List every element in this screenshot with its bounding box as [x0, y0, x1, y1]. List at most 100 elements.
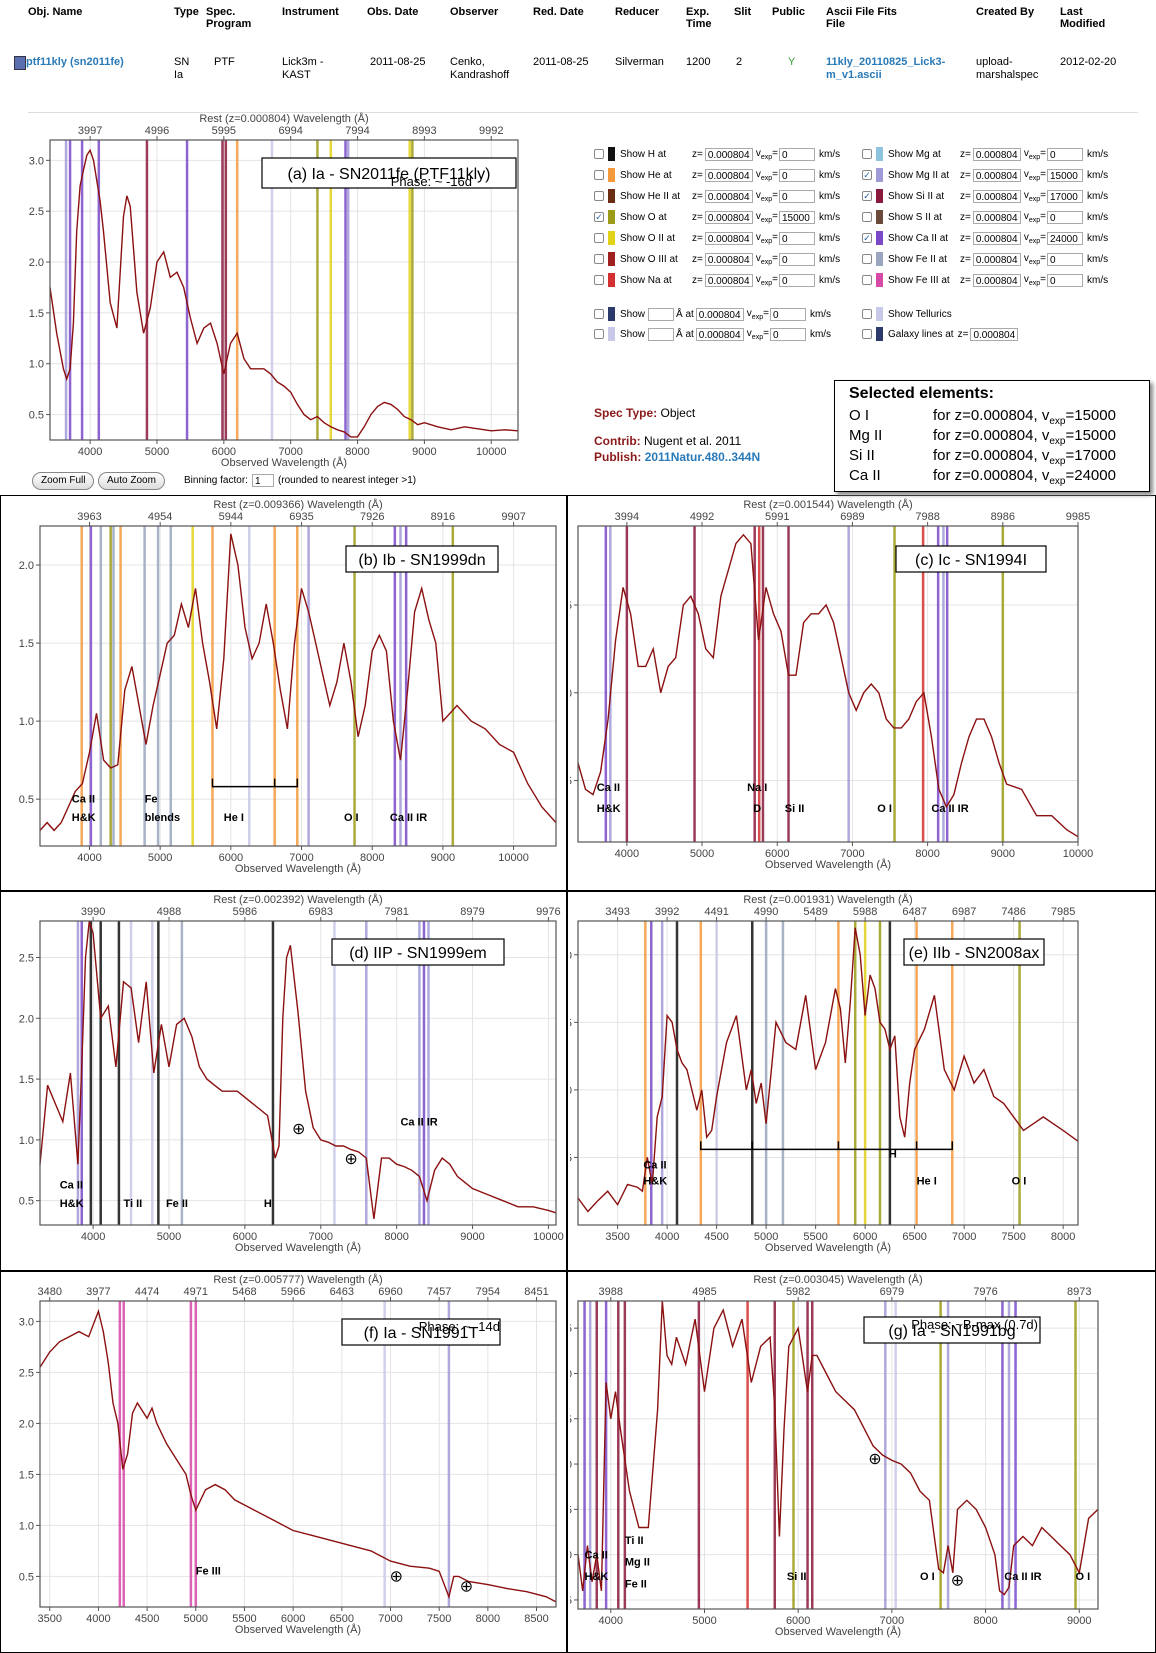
custom-wavelength-input[interactable] [648, 327, 674, 341]
custom-wavelength-input[interactable] [648, 307, 674, 321]
velocity-input[interactable]: 15000 [1046, 168, 1083, 182]
redshift-input[interactable]: 0.000804 [704, 231, 753, 245]
galaxy-checkbox[interactable] [862, 329, 872, 339]
col-observer[interactable]: Observer [450, 6, 499, 18]
galaxy-redshift-input[interactable]: 0.000804 [970, 327, 1019, 341]
col-ascii-file[interactable]: Ascii File Fits File [826, 6, 897, 30]
toggle-checkbox[interactable] [594, 275, 604, 285]
col-instrument[interactable]: Instrument [282, 6, 339, 18]
line-toggle-row: ✓ Show Mg II at z= 0.000804 vexp= 15000 km/s [862, 166, 1108, 184]
toggle-label: Show Mg at [888, 148, 941, 160]
color-swatch [876, 210, 883, 224]
velocity-input[interactable]: 0 [778, 252, 815, 266]
tellurics-checkbox[interactable] [862, 309, 872, 319]
velocity-input[interactable]: 0 [1046, 273, 1083, 287]
top-tick-label: 4990 [754, 906, 778, 918]
toggle-checkbox[interactable] [594, 254, 604, 264]
publish-link[interactable]: 2011Natur.480..344N [644, 450, 761, 464]
toggle-checkbox[interactable] [594, 233, 604, 243]
toggle-checkbox[interactable] [862, 254, 872, 264]
auto-zoom-button[interactable]: Auto Zoom [98, 472, 165, 490]
col-spec-program[interactable]: Spec. Program [206, 6, 252, 30]
toggle-checkbox[interactable] [862, 275, 872, 285]
toggle-checkbox[interactable] [862, 212, 872, 222]
zoom-full-button[interactable]: Zoom Full [32, 472, 95, 490]
unit-label: km/s [1086, 253, 1109, 265]
toggle-checkbox[interactable]: ✓ [862, 170, 872, 180]
col-public[interactable]: Public [772, 6, 806, 18]
toggle-checkbox[interactable]: ✓ [862, 233, 872, 243]
selected-element-name: O I [849, 407, 870, 424]
color-swatch [608, 273, 615, 287]
col-last-modified[interactable]: Last Modified [1060, 6, 1106, 30]
spectrum-icon[interactable] [14, 56, 26, 70]
toggle-checkbox[interactable] [862, 149, 872, 159]
v-label: vexp= [755, 189, 778, 203]
redshift-input[interactable]: 0.000804 [972, 252, 1021, 266]
redshift-input[interactable]: 0.000804 [704, 168, 753, 182]
col-created-by[interactable]: Created By [976, 6, 1035, 18]
redshift-input[interactable]: 0.000804 [704, 147, 753, 161]
velocity-input[interactable]: 0 [769, 327, 806, 341]
velocity-input[interactable]: 0 [778, 273, 815, 287]
obj-name-link[interactable]: ptf11kly (sn2011fe) [26, 56, 124, 68]
col-reducer[interactable]: Reducer [615, 6, 660, 18]
spectrum-plot-a[interactable]: 4000 5000 6000 7000 8000 9000 10000 0.5 1.0 1.5 2.… [0, 112, 552, 472]
velocity-input[interactable]: 0 [778, 189, 815, 203]
redshift-input[interactable]: 0.000804 [704, 210, 753, 224]
phase-note: Phase: ~B-max (0.7d) [911, 1317, 1038, 1332]
velocity-input[interactable]: 15000 [778, 210, 815, 224]
spectrum-plot-g: 4000 5000 6000 7000 8000 9000 0.25 0.50 0.75 1.00… [570, 1273, 1099, 1638]
toggle-checkbox[interactable]: ✓ [862, 191, 872, 201]
col-red-date[interactable]: Red. Date [533, 6, 584, 18]
redshift-input[interactable]: 0.000804 [972, 273, 1021, 287]
redshift-input[interactable]: 0.000804 [704, 252, 753, 266]
redshift-input[interactable]: 0.000804 [972, 210, 1021, 224]
binning-input[interactable]: 1 [251, 474, 274, 487]
x-tick-label: 5500 [232, 1613, 256, 1625]
toggle-checkbox[interactable] [594, 329, 604, 339]
toggle-checkbox[interactable] [594, 191, 604, 201]
color-swatch [876, 273, 883, 287]
x-tick-label: 8000 [384, 1231, 408, 1243]
ascii-file-link[interactable]: 11kly_20110825_Lick3-m_v1.ascii [826, 56, 946, 81]
velocity-input[interactable]: 0 [1046, 252, 1083, 266]
line-toggle-row: Show Na at z= 0.000804 vexp= 0 km/s [594, 271, 840, 289]
toggle-label: Show S II at [888, 211, 942, 223]
x-tick-label: 6000 [281, 1613, 305, 1625]
redshift-input[interactable]: 0.000804 [972, 231, 1021, 245]
velocity-input[interactable]: 24000 [1046, 231, 1083, 245]
velocity-input[interactable]: 0 [1046, 210, 1083, 224]
redshift-input[interactable]: 0.000804 [695, 327, 744, 341]
cell-spec-program: PTF [214, 56, 235, 68]
redshift-input[interactable]: 0.000804 [972, 189, 1021, 203]
redshift-input[interactable]: 0.000804 [704, 189, 753, 203]
col-exp-time[interactable]: Exp. Time [686, 6, 712, 30]
top-tick-label: 5991 [765, 511, 789, 523]
line-label: H [889, 1148, 897, 1160]
col-slit[interactable]: Slit [734, 6, 752, 18]
velocity-input[interactable]: 0 [769, 307, 806, 321]
toggle-checkbox[interactable]: ✓ [594, 212, 604, 222]
velocity-input[interactable]: 0 [1046, 147, 1083, 161]
toggle-checkbox[interactable] [594, 149, 604, 159]
redshift-input[interactable]: 0.000804 [972, 168, 1021, 182]
redshift-input[interactable]: 0.000804 [695, 307, 744, 321]
velocity-input[interactable]: 0 [778, 231, 815, 245]
velocity-input[interactable]: 17000 [1046, 189, 1083, 203]
velocity-input[interactable]: 0 [778, 168, 815, 182]
redshift-input[interactable]: 0.000804 [972, 147, 1021, 161]
toggle-checkbox[interactable] [594, 170, 604, 180]
top-tick-label: 4996 [145, 125, 169, 137]
earth-symbol-icon: ⊕ [390, 1569, 403, 1586]
col-type[interactable]: Type [174, 6, 199, 18]
col-obs-date[interactable]: Obs. Date [367, 6, 419, 18]
top-tick-label: 7994 [345, 125, 369, 137]
x-tick-label: 9000 [412, 446, 436, 458]
velocity-input[interactable]: 0 [778, 147, 815, 161]
y-tick-label: 1.00 [570, 1459, 572, 1471]
line-label: H&K [72, 812, 96, 824]
toggle-checkbox[interactable] [594, 309, 604, 319]
redshift-input[interactable]: 0.000804 [704, 273, 753, 287]
col-obj-name[interactable]: Obj. Name [28, 6, 83, 18]
